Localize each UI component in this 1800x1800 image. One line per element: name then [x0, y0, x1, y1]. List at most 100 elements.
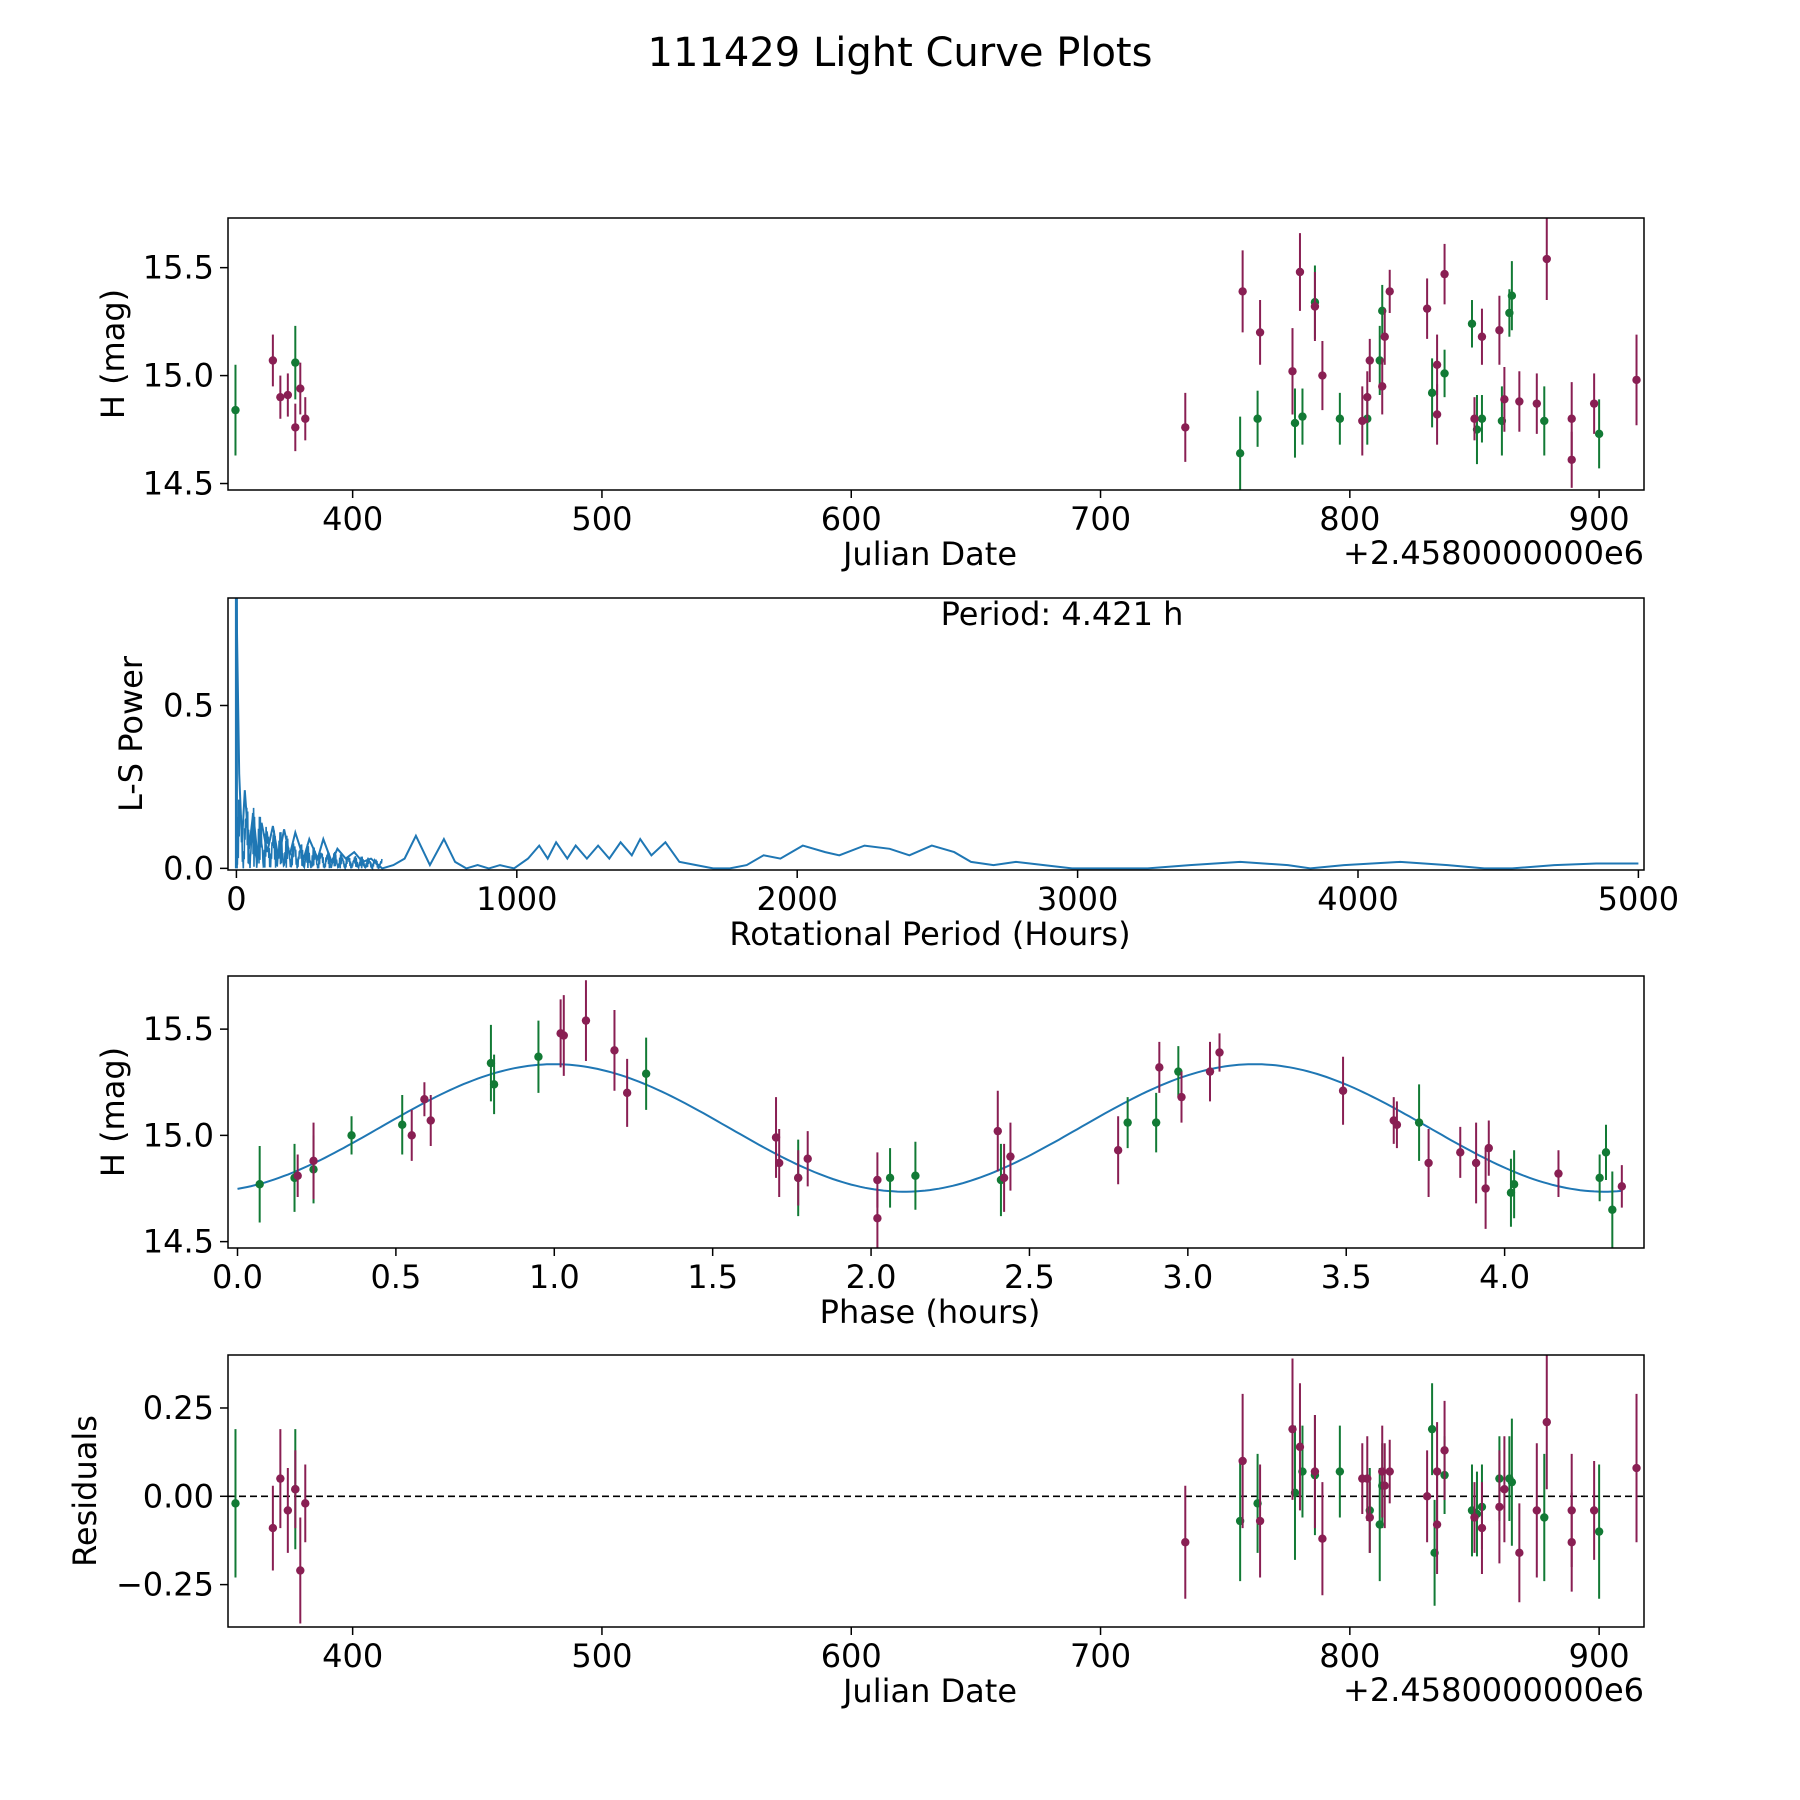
data-point-green: [534, 1052, 543, 1061]
data-point-maroon: [1365, 1513, 1374, 1522]
phase-x-axis-label: Phase (hours): [820, 1293, 1041, 1331]
periodogram-x-axis-label: Rotational Period (Hours): [729, 915, 1130, 953]
data-point-maroon: [1177, 1092, 1186, 1102]
periodogram-ticks: 0 1000 2000 3000 4000 5000 0.0 0.5: [163, 686, 1679, 918]
data-point-maroon: [1318, 1534, 1327, 1543]
data-point-maroon: [1338, 1086, 1348, 1095]
x-tick-label: 500: [571, 500, 632, 538]
residuals-frame: [227, 1354, 1645, 1628]
data-point-maroon: [1471, 1158, 1481, 1168]
data-point-maroon: [1113, 1146, 1123, 1155]
data-point-maroon: [1215, 1048, 1224, 1057]
data-point-maroon: [293, 1171, 302, 1180]
data-point-maroon: [1515, 1548, 1524, 1558]
data-point-green: [1507, 1477, 1517, 1487]
data-point-maroon: [1500, 395, 1509, 404]
data-point-maroon: [1205, 1067, 1215, 1076]
y-tick-label: 14.5: [143, 1223, 214, 1261]
data-point-maroon: [1567, 455, 1576, 464]
data-point-green: [1467, 319, 1477, 328]
plot-area: [234, 598, 1639, 870]
data-point-green: [291, 358, 300, 367]
data-point-green: [1290, 418, 1300, 428]
raw-x-axis-label: Julian Date: [841, 535, 1017, 573]
data-point-maroon: [1238, 287, 1247, 296]
data-point-maroon: [268, 356, 278, 365]
data-point-maroon: [1532, 399, 1542, 408]
data-point-maroon: [420, 1095, 429, 1104]
data-point-maroon: [1295, 1442, 1305, 1452]
data-point-green: [1235, 449, 1245, 458]
data-point-maroon: [1481, 1184, 1490, 1193]
data-point-maroon: [296, 384, 305, 393]
x-tick-label: 5000: [1598, 880, 1679, 918]
data-point-maroon: [1310, 1467, 1320, 1476]
x-tick-label: 1.0: [529, 1258, 580, 1296]
data-point-maroon: [1155, 1063, 1164, 1072]
raw-x-offset-text: +2.4580000000e6: [1343, 534, 1644, 572]
data-point-maroon: [1440, 1446, 1449, 1455]
plot-area: [237, 980, 1627, 1248]
data-point-maroon: [1567, 1538, 1576, 1547]
x-tick-label: 400: [322, 1637, 383, 1675]
data-point-maroon: [1432, 1520, 1442, 1529]
x-tick-label: 400: [322, 500, 383, 538]
data-point-maroon: [1255, 1516, 1265, 1526]
data-point-maroon: [291, 1485, 300, 1494]
plot-area: [231, 218, 1641, 490]
periodogram-panel: 0 1000 2000 3000 4000 5000 0.0 0.5 Period: 4.42…: [112, 595, 1679, 953]
data-point-maroon: [1542, 254, 1551, 264]
data-point-maroon: [1456, 1148, 1465, 1157]
data-point-green: [1509, 1180, 1519, 1189]
data-point-maroon: [268, 1523, 278, 1533]
data-point-maroon: [1567, 414, 1576, 423]
x-tick-label: 700: [1070, 1637, 1131, 1675]
data-point-green: [1298, 412, 1307, 421]
data-point-maroon: [301, 1499, 310, 1508]
x-tick-label: 900: [1569, 500, 1630, 538]
data-point-green: [398, 1120, 407, 1129]
x-tick-label: 800: [1319, 1637, 1380, 1675]
x-tick-label: 600: [821, 500, 882, 538]
data-point-green: [1594, 429, 1604, 439]
y-tick-label: 15.0: [143, 357, 214, 395]
raw-light-curve-marks: [231, 218, 1641, 490]
x-tick-label: 4000: [1317, 880, 1398, 918]
x-tick-label: 3000: [1037, 880, 1118, 918]
data-point-maroon: [610, 1046, 619, 1055]
data-point-green: [1335, 1467, 1345, 1476]
data-point-maroon: [1500, 1485, 1509, 1494]
data-point-maroon: [1288, 367, 1297, 376]
data-point-maroon: [1432, 410, 1442, 419]
raw-y-axis-label: H (mag): [94, 289, 132, 419]
data-point-maroon: [1484, 1143, 1493, 1153]
raw-light-curve-ticks: 400 500 600 700 800 900 14.5 15.0 15.5: [143, 249, 1630, 538]
y-tick-label: 14.5: [143, 465, 214, 503]
y-tick-label: 15.5: [143, 1010, 214, 1048]
data-point-maroon: [1006, 1152, 1015, 1161]
data-point-maroon: [1632, 375, 1641, 385]
data-point-maroon: [1295, 267, 1305, 277]
data-point-maroon: [993, 1126, 1002, 1136]
phase-curve-frame: [227, 975, 1645, 1249]
residuals-y-axis-label: Residuals: [66, 1415, 104, 1567]
x-tick-label: 1000: [476, 880, 557, 918]
y-tick-label: 0.25: [143, 1389, 214, 1427]
x-tick-label: 900: [1569, 1637, 1630, 1675]
data-point-maroon: [873, 1214, 882, 1223]
x-tick-label: 4.0: [1479, 1258, 1530, 1296]
y-tick-label: 15.0: [143, 1116, 214, 1154]
data-point-maroon: [283, 390, 293, 400]
data-point-green: [231, 405, 240, 415]
data-point-maroon: [1422, 304, 1432, 313]
data-point-green: [1601, 1148, 1611, 1157]
data-point-maroon: [1363, 1474, 1372, 1483]
data-point-maroon: [1495, 326, 1504, 335]
data-point-green: [1507, 291, 1517, 300]
data-point-green: [911, 1171, 920, 1180]
periodogram-frame: [227, 597, 1645, 871]
phase-curve-panel: 0.0 0.5 1.0 1.5 2.0 2.5 3.0 3.5 4.014.515.015.5 …: [94, 975, 1645, 1331]
x-tick-label: 800: [1319, 500, 1380, 538]
period-annotation: Period: 4.421 h: [941, 595, 1184, 633]
data-point-green: [641, 1069, 651, 1078]
